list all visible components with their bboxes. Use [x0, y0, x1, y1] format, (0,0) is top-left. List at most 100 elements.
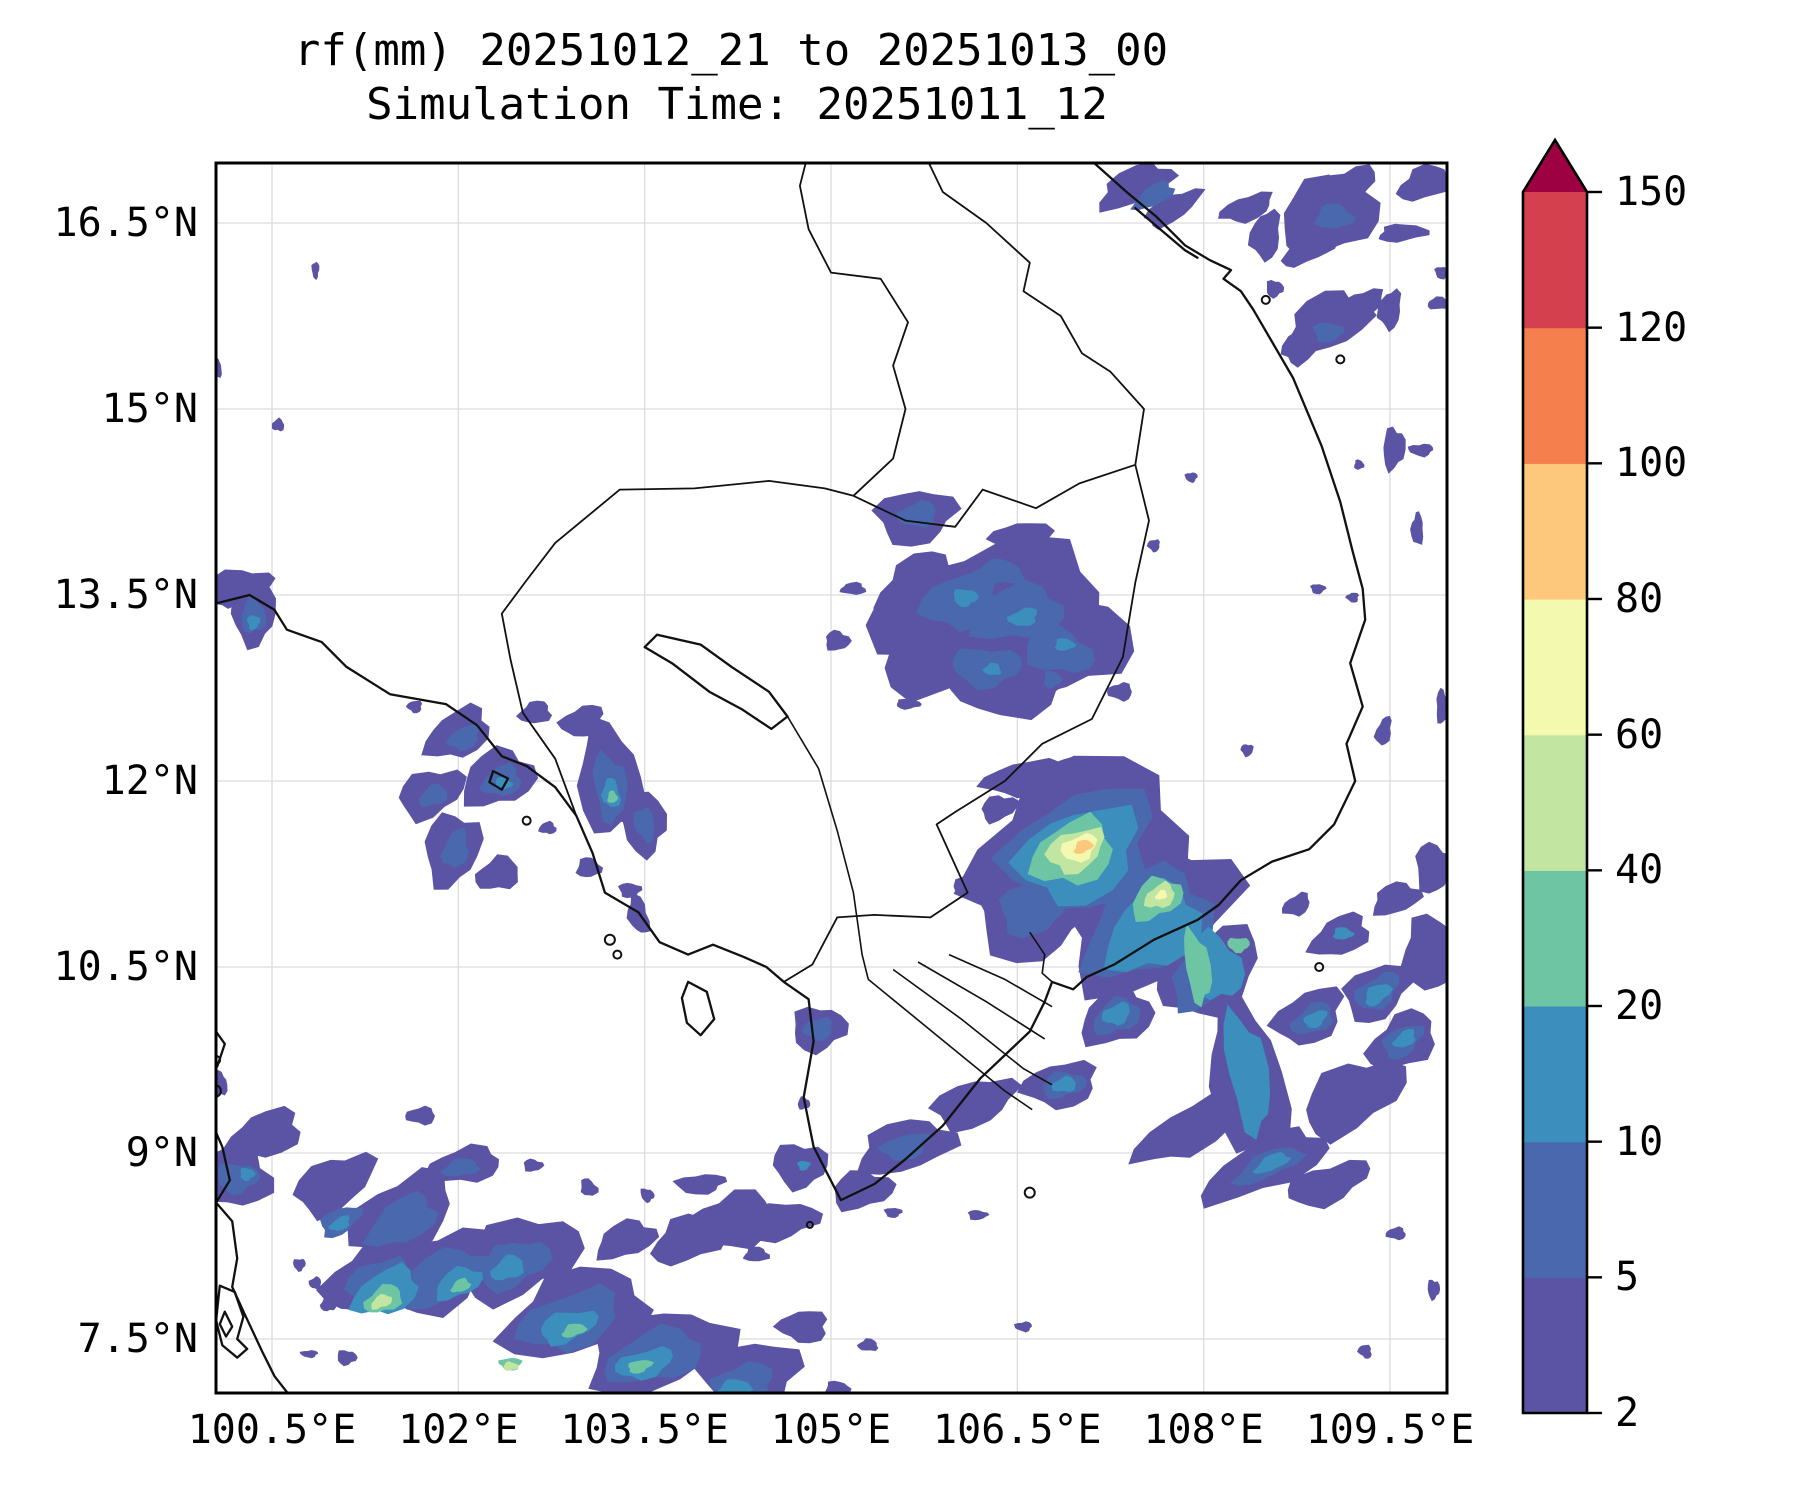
- rain-cell-level-0: [1050, 757, 1083, 779]
- colorbar-over-arrow: [1523, 140, 1587, 192]
- rain-cell-level-0: [839, 581, 867, 595]
- y-axis-tick-label: 7.5°N: [77, 1316, 198, 1362]
- coastline: [1134, 206, 1199, 259]
- plot-title: rf(mm) 20251012_21 to 20251013_00: [293, 25, 1169, 76]
- rain-cell-level-0: [1383, 426, 1406, 474]
- coastline: [216, 1284, 249, 1359]
- rain-cell-level-0: [1282, 891, 1310, 917]
- x-axis-tick-label: 105°E: [770, 1407, 892, 1453]
- x-axis-tick-label: 103.5°E: [560, 1407, 729, 1453]
- rain-cell-level-2: [1251, 1151, 1292, 1174]
- rain-cell-level-0: [856, 1338, 879, 1351]
- colorbar-tick-label: 20: [1615, 983, 1664, 1029]
- rain-cell-level-2: [1391, 1028, 1416, 1048]
- colorbar-segment: [1523, 327, 1587, 464]
- rain-cell-level-1: [877, 1133, 931, 1161]
- rain-cell-level-1: [439, 828, 470, 868]
- rain-cell-level-0: [308, 1276, 322, 1290]
- y-axis-tick-label: 9°N: [125, 1130, 198, 1176]
- rain-cell-level-0: [640, 1188, 655, 1204]
- rain-cell-level-1: [971, 558, 1025, 584]
- rain-cell-level-0: [580, 1178, 599, 1196]
- rain-cell-level-3: [1184, 924, 1213, 1008]
- rain-cell-level-0: [1218, 191, 1273, 224]
- river-channel: [1029, 931, 1053, 983]
- rain-cell-level-0: [596, 1218, 660, 1261]
- rain-cell-level-0: [299, 1350, 318, 1359]
- colorbar-tick-label: 150: [1615, 169, 1688, 215]
- rain-cell-level-2: [797, 1160, 811, 1171]
- rain-cell-level-1: [1043, 670, 1063, 689]
- island: [1314, 962, 1325, 972]
- rain-cell-level-0: [293, 1258, 306, 1272]
- rain-cell-level-0: [1146, 539, 1160, 553]
- rain-cell-level-0: [1309, 584, 1327, 595]
- coastline: [488, 769, 510, 791]
- rain-cell-level-0: [337, 1350, 358, 1367]
- rain-cell-level-1: [444, 722, 481, 752]
- colorbar-tick-label: 100: [1615, 440, 1688, 487]
- island: [612, 949, 623, 960]
- island: [1023, 1186, 1036, 1199]
- rain-cell-level-1: [1312, 322, 1345, 343]
- country-border: [853, 463, 1136, 528]
- rain-cell-level-0: [1376, 288, 1402, 333]
- coastline: [218, 1310, 234, 1338]
- y-axis-tick-label: 15°N: [101, 386, 198, 432]
- rain-cell-level-2: [1006, 607, 1037, 626]
- rain-cell-level-0: [1357, 1344, 1372, 1359]
- rainfall-contour-layer: [216, 163, 1447, 1393]
- island: [1335, 354, 1346, 365]
- rain-cell-level-0: [405, 1105, 435, 1126]
- rain-cell-level-0: [1434, 267, 1447, 280]
- coastline: [216, 1129, 290, 1393]
- rain-cell-level-0: [672, 1174, 728, 1195]
- rain-cell-level-4: [503, 1361, 519, 1371]
- coastline: [643, 633, 789, 731]
- x-axis-tick-label: 108°E: [1143, 1407, 1264, 1453]
- border-layer: [500, 163, 1150, 1111]
- rain-cell-level-2: [1365, 984, 1394, 1007]
- rain-cell-level-0: [405, 700, 423, 714]
- rain-cell-level-2: [490, 1254, 525, 1281]
- rain-cell-level-0: [1410, 511, 1424, 545]
- x-axis-tick-label: 102°E: [398, 1407, 519, 1453]
- y-axis-tick-label: 13.5°N: [53, 572, 199, 618]
- rain-cell-level-0: [216, 1069, 228, 1097]
- rain-cell-level-6: [1073, 840, 1095, 854]
- rain-cell-level-0: [1436, 687, 1447, 724]
- rain-cell-level-3: [561, 1323, 588, 1338]
- rain-cell-level-0: [1339, 288, 1384, 320]
- rain-cell-level-2: [1303, 1010, 1328, 1028]
- coastline: [680, 980, 716, 1037]
- colorbar-tick-label: 5: [1615, 1254, 1640, 1301]
- rain-cell-level-1: [439, 1158, 482, 1177]
- rain-cell-level-0: [222, 1105, 301, 1158]
- rain-cell-level-1: [241, 594, 267, 634]
- rain-cell-level-2: [1101, 1001, 1130, 1026]
- rain-cell-level-2: [246, 614, 261, 631]
- colorbar-segment: [1523, 1006, 1587, 1143]
- rain-cell-level-0: [515, 700, 553, 724]
- x-axis-tick-label: 100.5°E: [187, 1407, 357, 1453]
- rain-cell-level-5: [1154, 889, 1168, 900]
- island: [805, 1220, 814, 1229]
- colorbar-tick-label: 10: [1615, 1118, 1664, 1165]
- rain-cell-level-0: [896, 698, 922, 710]
- rain-cell-level-0: [311, 261, 320, 280]
- colorbar-tick-label: 2: [1615, 1390, 1640, 1436]
- rain-cell-level-0: [883, 1208, 903, 1218]
- rain-cell-level-0: [1373, 715, 1392, 746]
- country-border: [799, 163, 909, 497]
- rain-cell-level-0: [981, 795, 1019, 825]
- rain-cell-level-1: [362, 1190, 439, 1247]
- rain-cell-level-0: [953, 869, 1004, 904]
- rain-cell-level-0: [928, 1077, 1023, 1134]
- island: [603, 933, 616, 946]
- rain-cell-level-0: [772, 1311, 828, 1344]
- y-axis-tick-label: 10.5°N: [53, 944, 199, 990]
- rain-cell-level-0: [538, 820, 557, 835]
- rain-cell-level-0: [1372, 881, 1424, 916]
